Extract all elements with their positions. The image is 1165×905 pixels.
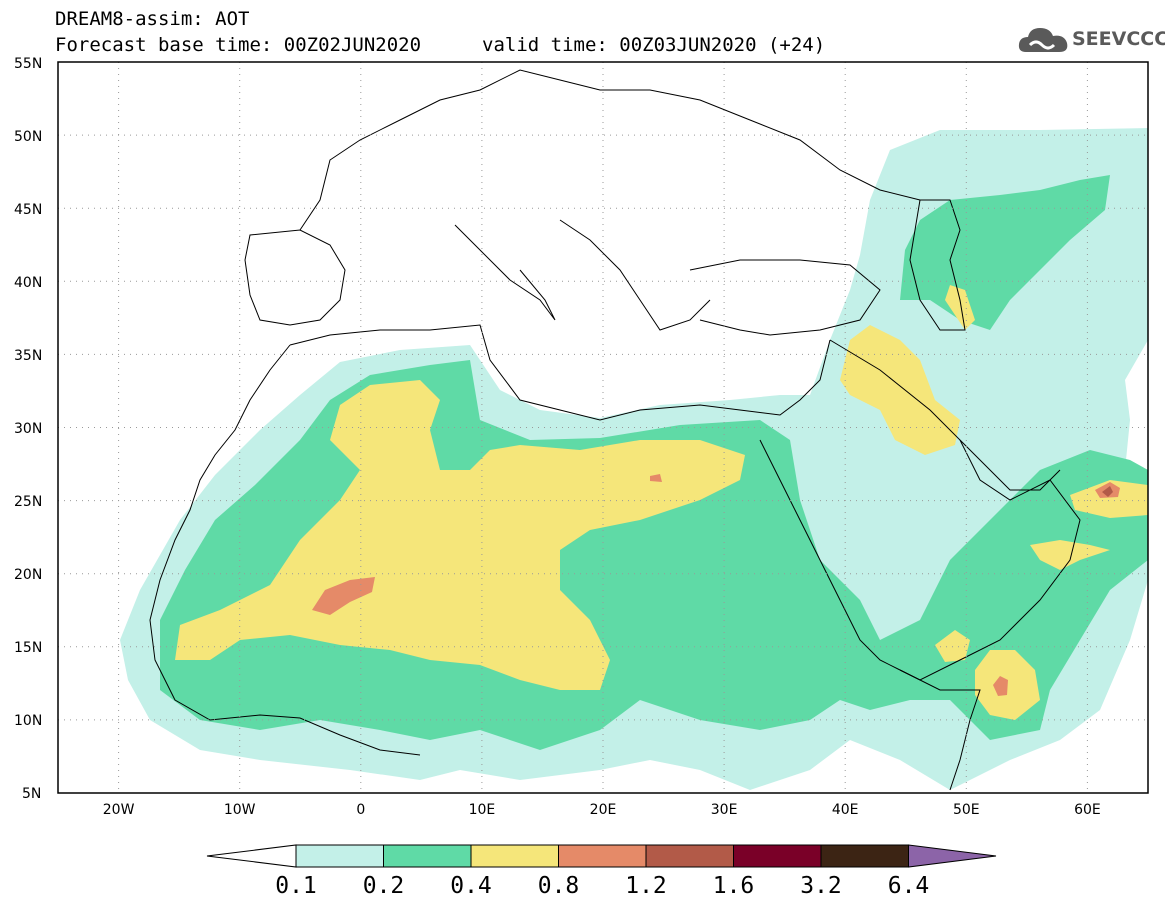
colorbar-label: 3.2 — [800, 873, 842, 899]
coastline-north-africa — [289, 324, 831, 421]
lat-label: 15N — [14, 640, 42, 656]
lon-label: 20E — [590, 802, 617, 818]
valid-time: valid time: 00Z03JUN2020 (+24) — [482, 34, 826, 56]
lon-label: 10W — [224, 802, 256, 818]
colorbar-labels: 0.1 0.2 0.4 0.8 1.2 1.6 3.2 6.4 — [275, 873, 929, 899]
aot-field — [120, 128, 1148, 790]
map-frame — [57, 61, 1149, 794]
colorbar-swatch — [558, 844, 647, 868]
seevccc-logo: SEEVCCC — [1018, 24, 1165, 56]
cloud-icon — [1018, 28, 1068, 52]
colorbar-label: 0.2 — [363, 873, 405, 899]
coastline-caspian — [909, 199, 966, 331]
lat-label: 35N — [14, 348, 42, 364]
lat-label: 50N — [14, 129, 42, 145]
coastline-red-sea — [759, 439, 901, 671]
lon-label: 10E — [469, 802, 496, 818]
lat-label: 45N — [14, 202, 42, 218]
map-title: DREAM8-assim: AOT — [55, 8, 250, 30]
coastline-persian-gulf — [959, 439, 1061, 491]
lat-label: 55N — [14, 56, 42, 72]
lon-label: 20W — [103, 802, 135, 818]
coastline-balkans-greece — [559, 219, 711, 331]
longitude-axis: 20W 10W 0 10E 20E 30E 40E 50E 60E — [103, 802, 1101, 818]
lat-label: 25N — [14, 494, 42, 510]
colorbar-low-arrow — [206, 844, 297, 868]
coastline-italy — [454, 224, 556, 321]
colorbar-label: 6.4 — [888, 873, 930, 899]
lon-label: 40E — [832, 802, 859, 818]
colorbar-swatch — [645, 844, 734, 868]
lat-label: 5N — [22, 786, 41, 802]
colorbar-label: 0.4 — [450, 873, 492, 899]
lat-label: 30N — [14, 421, 42, 437]
lat-label: 20N — [14, 567, 42, 583]
colorbar-swatch — [470, 844, 559, 868]
lon-label: 0 — [356, 802, 365, 818]
forecast-base-time: Forecast base time: 00Z02JUN2020 — [55, 34, 422, 56]
colorbar-swatch — [733, 844, 822, 868]
colorbar-swatch — [820, 844, 909, 868]
coastline-turkey — [689, 259, 881, 336]
colorbar-label: 0.8 — [538, 873, 580, 899]
lon-label: 50E — [953, 802, 980, 818]
coastline-horn-africa — [899, 669, 981, 791]
coastline-west-africa — [149, 344, 421, 756]
colorbar-label: 1.6 — [713, 873, 755, 899]
colorbar-swatch — [383, 844, 472, 868]
lon-label: 30E — [711, 802, 738, 818]
coastline-europe — [299, 69, 921, 231]
colorbar-swatch — [295, 844, 384, 868]
lat-label: 40N — [14, 275, 42, 291]
lon-label: 60E — [1074, 802, 1101, 818]
colorbar — [206, 844, 997, 868]
colorbar-label: 1.2 — [625, 873, 667, 899]
latitude-axis: 55N 50N 45N 40N 35N 30N 25N 20N 15N 10N … — [14, 56, 42, 802]
coastline-iberia — [244, 229, 346, 326]
aot-band-0-4 — [175, 285, 1148, 720]
colorbar-label: 0.1 — [275, 873, 317, 899]
logo-text: SEEVCCC — [1072, 28, 1165, 50]
colorbar-high-arrow — [908, 844, 997, 868]
aot-band-1-2 — [1102, 486, 1113, 497]
lat-label: 10N — [14, 713, 42, 729]
